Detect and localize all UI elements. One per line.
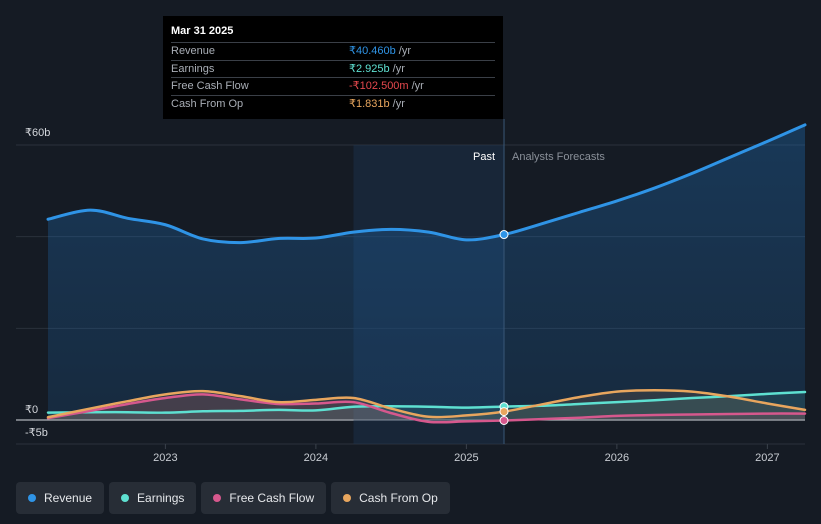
cash-from-op-marker	[499, 407, 509, 417]
legend-item-free-cash-flow[interactable]: Free Cash Flow	[201, 482, 327, 514]
legend-label: Earnings	[137, 491, 185, 505]
x-tick-label: 2024	[304, 452, 328, 464]
hover-markers	[499, 230, 509, 425]
y-tick-label: ₹60b	[25, 127, 50, 139]
tooltip-label: Revenue	[171, 45, 216, 57]
data-tooltip: Mar 31 2025 Revenue ₹40.460b /yr Earning…	[163, 16, 503, 119]
legend: Revenue Earnings Free Cash Flow Cash Fro…	[16, 482, 450, 514]
tooltip-row-earnings: Earnings ₹2.925b /yr	[171, 59, 495, 78]
y-axis-labels: ₹60b ₹0 -₹5b	[25, 127, 50, 439]
tooltip-value: ₹40.460b	[349, 45, 396, 57]
legend-item-earnings[interactable]: Earnings	[109, 482, 197, 514]
x-tick-label: 2025	[454, 452, 478, 464]
legend-item-cash-from-op[interactable]: Cash From Op	[331, 482, 450, 514]
free-cash-flow-marker	[499, 415, 509, 425]
series-lines	[46, 123, 807, 424]
tooltip-unit: /yr	[392, 97, 405, 110]
x-tick-label: 2023	[153, 452, 177, 464]
legend-dot-icon	[343, 494, 352, 502]
earnings-area	[48, 392, 805, 420]
tooltip-date: Mar 31 2025	[171, 25, 234, 37]
past-label: Past	[473, 151, 495, 163]
tooltip-unit: /yr	[398, 45, 411, 57]
tooltip-label: Free Cash Flow	[171, 80, 249, 92]
legend-label: Free Cash Flow	[229, 491, 315, 505]
legend-dot-icon	[121, 494, 130, 502]
revenue-marker	[499, 230, 509, 240]
tooltip-label: Cash From Op	[171, 97, 244, 110]
tooltip-value: ₹1.831b	[349, 97, 390, 110]
y-tick-label: -₹5b	[25, 427, 48, 439]
legend-dot-icon	[213, 494, 222, 502]
legend-dot-icon	[28, 494, 36, 502]
free-cash-flow-line	[46, 393, 807, 424]
earnings-line	[46, 390, 807, 414]
revenue-line	[46, 123, 807, 245]
x-tick-label: 2027	[755, 452, 779, 464]
tooltip-value: ₹2.925b	[349, 62, 390, 75]
x-axis-labels: 2023 2024 2025 2026 2027	[153, 444, 780, 464]
forecast-label: Analysts Forecasts	[512, 151, 605, 163]
x-tick-label: 2026	[605, 452, 629, 464]
free-cash-flow-area	[48, 394, 805, 423]
tooltip-unit: /yr	[411, 80, 424, 92]
legend-item-revenue[interactable]: Revenue	[16, 482, 105, 514]
revenue-area	[48, 124, 805, 420]
tooltip-row-free-cash-flow: Free Cash Flow -₹102.500m /yr	[171, 77, 495, 95]
y-tick-label: ₹0	[25, 404, 38, 416]
chart: ₹60b ₹0 -₹5b 2023 2024 2025 2026 2027 Past Ana…	[16, 119, 807, 464]
tooltip-unit: /yr	[392, 62, 405, 75]
tooltip-value: -₹102.500m	[349, 80, 409, 92]
tooltip-row-revenue: Revenue ₹40.460b /yr	[171, 42, 495, 60]
legend-label: Cash From Op	[359, 491, 438, 505]
tooltip-label: Earnings	[171, 62, 215, 75]
series-areas	[48, 124, 805, 423]
tooltip-row-cash-from-op: Cash From Op ₹1.831b /yr	[171, 94, 495, 113]
legend-label: Revenue	[44, 491, 93, 505]
cash-from-op-line	[46, 388, 807, 419]
